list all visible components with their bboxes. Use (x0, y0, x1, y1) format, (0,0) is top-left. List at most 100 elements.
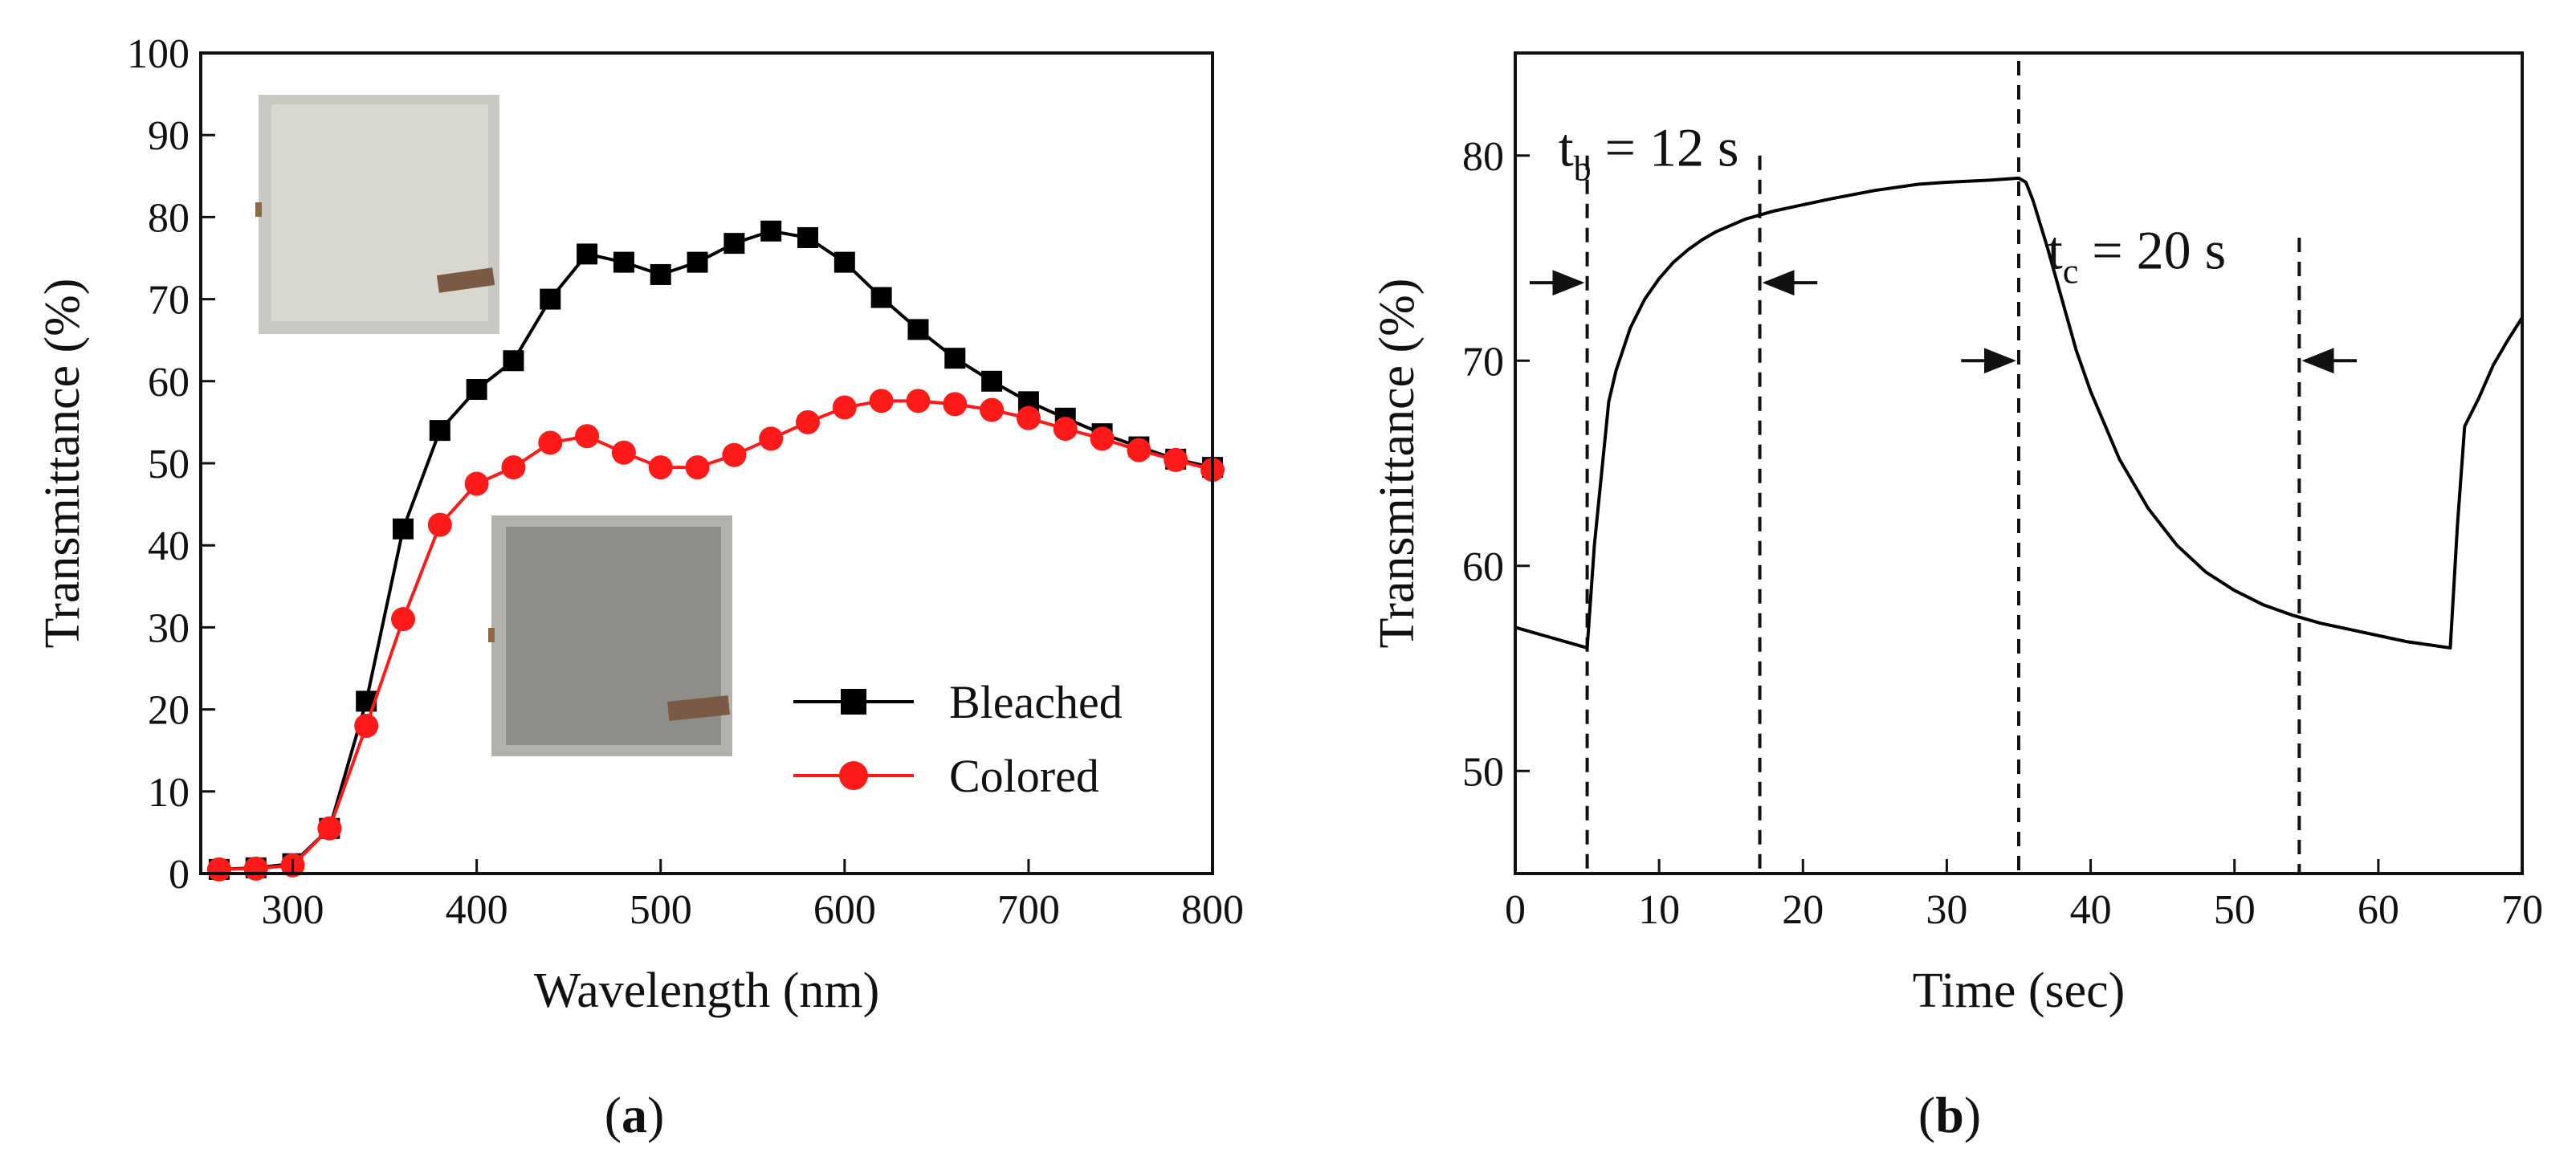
annotation-tc-sub: c (2063, 251, 2079, 291)
a-ytick-label: 60 (148, 360, 190, 405)
caption-a-close: ) (647, 1086, 664, 1143)
a-point-colored (943, 392, 968, 417)
a-point-colored (759, 426, 784, 451)
annotation-tc-rest: = 20 s (2078, 219, 2226, 280)
a-ytick-label: 50 (148, 442, 190, 487)
a-point-bleached (907, 319, 929, 340)
a-point-bleached (981, 370, 1003, 392)
b-ytick-label: 50 (1462, 749, 1504, 795)
a-point-bleached (577, 243, 598, 265)
a-point-bleached (834, 251, 855, 273)
a-point-colored (685, 455, 710, 480)
a-point-bleached (393, 518, 414, 540)
bleached-sample-photo (255, 95, 499, 334)
caption-b-open: ( (1918, 1086, 1935, 1143)
a-point-bleached (650, 263, 671, 285)
chart-a: 300 400 500 600 700 800 0 10 20 30 40 50 60 70 80 90 100… (35, 31, 1244, 1018)
a-point-colored (575, 424, 600, 449)
a-ytick-label: 20 (148, 688, 190, 734)
b-ylabel: Transmittance (%) (1370, 279, 1425, 649)
b-series-group (1514, 176, 2524, 650)
caption-b-close: ) (1964, 1086, 1981, 1143)
a-point-colored (906, 389, 931, 413)
a-plot-frame (199, 51, 1214, 875)
a-point-colored (464, 471, 489, 496)
colored-sample-photo (488, 515, 732, 756)
caption-a-open: ( (605, 1086, 622, 1143)
a-ytick-label: 100 (127, 31, 190, 77)
a-xtick-label: 400 (446, 887, 508, 933)
a-xtick-label: 300 (262, 887, 324, 933)
annotation-tb-main: t (1559, 117, 1574, 178)
a-point-colored (427, 512, 452, 537)
annotation-tc-main: t (2048, 219, 2063, 280)
b-plot-frame (1514, 51, 2524, 875)
a-point-colored (391, 607, 415, 632)
a-point-colored (317, 816, 342, 841)
a-point-colored (1053, 417, 1078, 442)
a-point-bleached (687, 251, 708, 273)
a-point-colored (980, 397, 1005, 422)
b-xtick-label: 70 (2501, 887, 2543, 933)
a-point-colored (538, 430, 563, 455)
a-point-colored (832, 395, 857, 420)
a-point-bleached (760, 220, 782, 242)
a-ytick-label: 10 (148, 770, 190, 816)
a-point-colored (722, 442, 747, 467)
b-vertical-lines (1585, 61, 2301, 874)
a-point-bleached (870, 287, 892, 308)
a-point-bleached (503, 350, 524, 372)
a-point-bleached (429, 420, 450, 442)
a-legend: Bleached Colored (793, 676, 1123, 802)
legend-colored-marker (839, 761, 868, 790)
a-axes: 300 400 500 600 700 800 0 10 20 30 40 50 60 70 80 90 100 (127, 31, 1244, 933)
b-xlabel: Time (sec) (1913, 963, 2126, 1018)
a-point-bleached (466, 379, 487, 401)
a-point-colored (354, 714, 379, 739)
b-arrows (1529, 270, 2357, 374)
a-ytick-label: 30 (148, 605, 190, 651)
a-point-colored (796, 409, 820, 434)
b-xtick-label: 0 (1505, 887, 1526, 933)
a-ytick-label: 80 (148, 195, 190, 241)
a-ytick-label: 90 (148, 113, 190, 159)
annotation-tb-rest: = 12 s (1592, 117, 1739, 178)
b-xtick-label: 60 (2358, 887, 2399, 933)
a-ytick-label: 40 (148, 523, 190, 569)
b-ytick-label: 70 (1462, 339, 1504, 385)
a-series-group (206, 220, 1225, 882)
b-xtick-label: 10 (1638, 887, 1680, 933)
a-point-colored (206, 857, 231, 882)
a-xtick-label: 800 (1181, 887, 1244, 933)
a-series-line-bleached (218, 229, 1213, 871)
caption-b-letter: b (1935, 1086, 1964, 1143)
a-series-line-colored (218, 399, 1213, 871)
annotation-tc: tc = 20 s (2048, 219, 2226, 291)
b-xtick-label: 50 (2214, 887, 2256, 933)
legend-bleached-label: Bleached (949, 676, 1123, 728)
b-xtick-label: 30 (1926, 887, 1967, 933)
caption-a: (a) (605, 1086, 665, 1143)
a-point-bleached (723, 233, 745, 255)
a-ytick-label: 70 (148, 278, 190, 324)
b-series-line (1514, 176, 2524, 650)
a-xtick-label: 600 (813, 887, 876, 933)
legend-colored-label: Colored (949, 750, 1099, 802)
b-ytick-label: 60 (1462, 544, 1504, 590)
legend-bleached-marker (841, 689, 866, 715)
a-point-colored (1016, 405, 1041, 430)
a-point-bleached (613, 251, 634, 273)
caption-a-letter: a (622, 1086, 647, 1143)
a-ytick-label: 0 (169, 852, 190, 898)
a-point-colored (1090, 426, 1115, 451)
a-point-bleached (540, 288, 561, 310)
a-xtick-label: 700 (997, 887, 1060, 933)
annotation-tb: tb = 12 s (1559, 117, 1739, 189)
a-point-colored (1127, 438, 1151, 462)
a-xtick-label: 500 (630, 887, 692, 933)
annotation-tb-sub: b (1574, 149, 1592, 189)
a-point-bleached (797, 226, 818, 248)
a-point-colored (243, 856, 268, 881)
